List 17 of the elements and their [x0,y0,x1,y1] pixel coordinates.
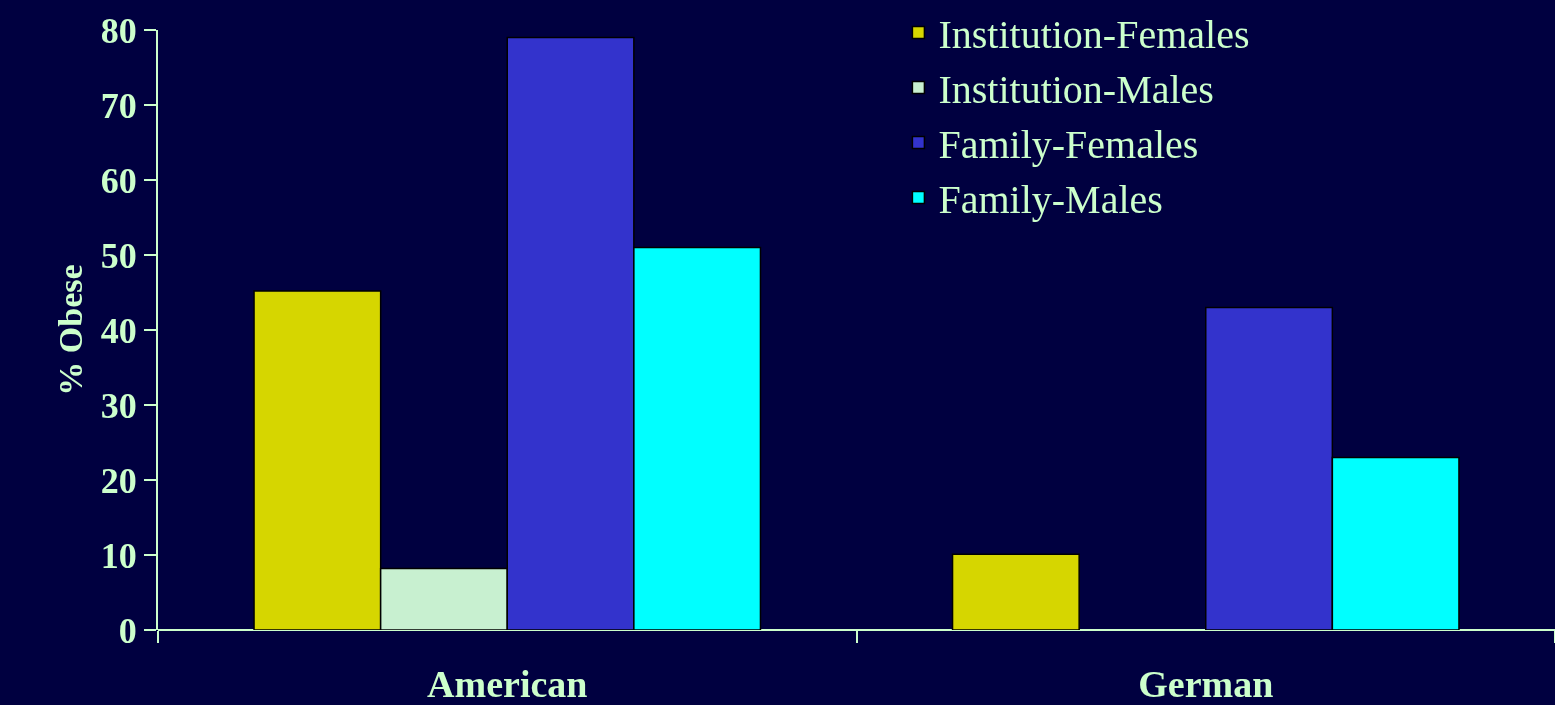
y-axis-title: % Obese [51,264,89,396]
x-tick-label: American [427,663,588,705]
y-tick-label: 20 [100,460,137,501]
y-tick-label: 10 [100,535,137,576]
y-tick-label: 60 [100,160,137,201]
y-tick-label: 40 [100,310,137,351]
x-tick-label: German [1138,663,1274,705]
y-tick-label: 0 [118,610,137,651]
legend-label: Family-Males [938,177,1163,223]
y-tick-label: 80 [100,10,137,51]
bar [951,553,1080,630]
y-tick-label: 30 [100,385,137,426]
legend-label: Family-Females [938,122,1199,168]
y-tick-label: 70 [100,85,137,126]
y-tick-label: 50 [100,235,137,276]
legend-label: Institution-Males [938,67,1214,113]
legend-label: Institution-Females [938,12,1250,58]
